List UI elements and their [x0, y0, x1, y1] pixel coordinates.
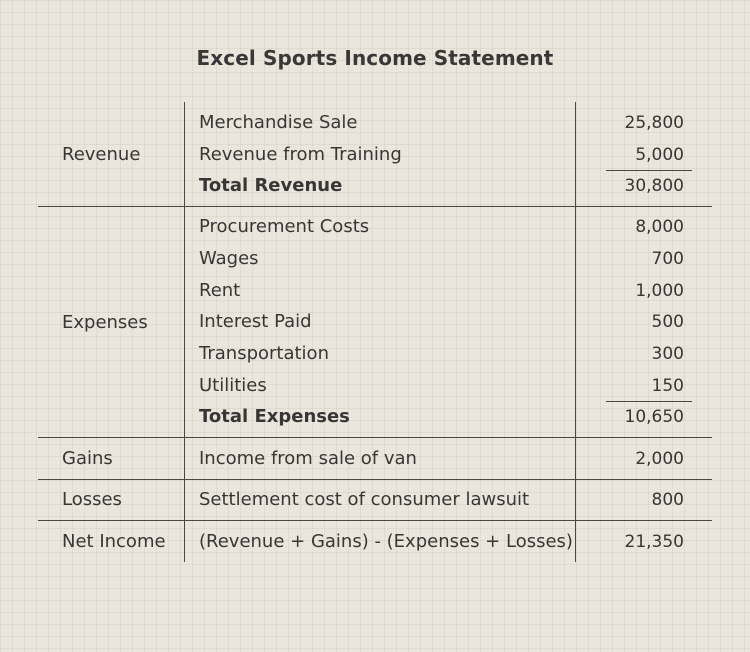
section-divider-losses-net: [38, 520, 712, 522]
line-amount: 150: [651, 376, 684, 396]
line-item: Rent: [199, 280, 241, 301]
line-item: Utilities: [199, 375, 267, 396]
line-item: Revenue from Training: [199, 144, 402, 165]
section-divider-revenue-expenses: [38, 206, 712, 208]
line-amount: 25,800: [624, 113, 684, 133]
line-amount: 1,000: [635, 281, 684, 301]
column-divider-right: [575, 102, 577, 562]
statement-title: Excel Sports Income Statement: [196, 46, 554, 70]
section-divider-gains-losses: [38, 479, 712, 481]
line-item: Interest Paid: [199, 311, 312, 332]
line-item: Merchandise Sale: [199, 112, 358, 133]
category-net-income: Net Income: [62, 531, 166, 552]
line-amount: 5,000: [635, 145, 684, 165]
section-divider-expenses-gains: [38, 437, 712, 439]
category-expenses: Expenses: [62, 312, 148, 333]
revenue-subtotal-underline: [606, 170, 692, 172]
line-item: Transportation: [199, 343, 329, 364]
line-item: Wages: [199, 248, 259, 269]
column-divider-left: [184, 102, 186, 562]
net-income-amount: 21,350: [624, 532, 684, 552]
total-expenses-label: Total Expenses: [199, 406, 350, 427]
line-amount: 2,000: [635, 449, 684, 469]
category-revenue: Revenue: [62, 144, 141, 165]
line-amount: 800: [651, 490, 684, 510]
line-item: Income from sale of van: [199, 448, 417, 469]
line-amount: 300: [651, 344, 684, 364]
category-gains: Gains: [62, 448, 113, 469]
category-losses: Losses: [62, 489, 122, 510]
line-amount: 700: [651, 249, 684, 269]
expenses-subtotal-underline: [606, 401, 692, 403]
line-item: Settlement cost of consumer lawsuit: [199, 489, 530, 510]
line-amount: 500: [651, 312, 684, 332]
net-income-formula: (Revenue + Gains) - (Expenses + Losses): [199, 531, 573, 552]
total-expenses-amount: 10,650: [624, 407, 684, 427]
line-amount: 8,000: [635, 217, 684, 237]
total-revenue-label: Total Revenue: [199, 175, 343, 196]
total-revenue-amount: 30,800: [624, 176, 684, 196]
line-item: Procurement Costs: [199, 216, 370, 237]
